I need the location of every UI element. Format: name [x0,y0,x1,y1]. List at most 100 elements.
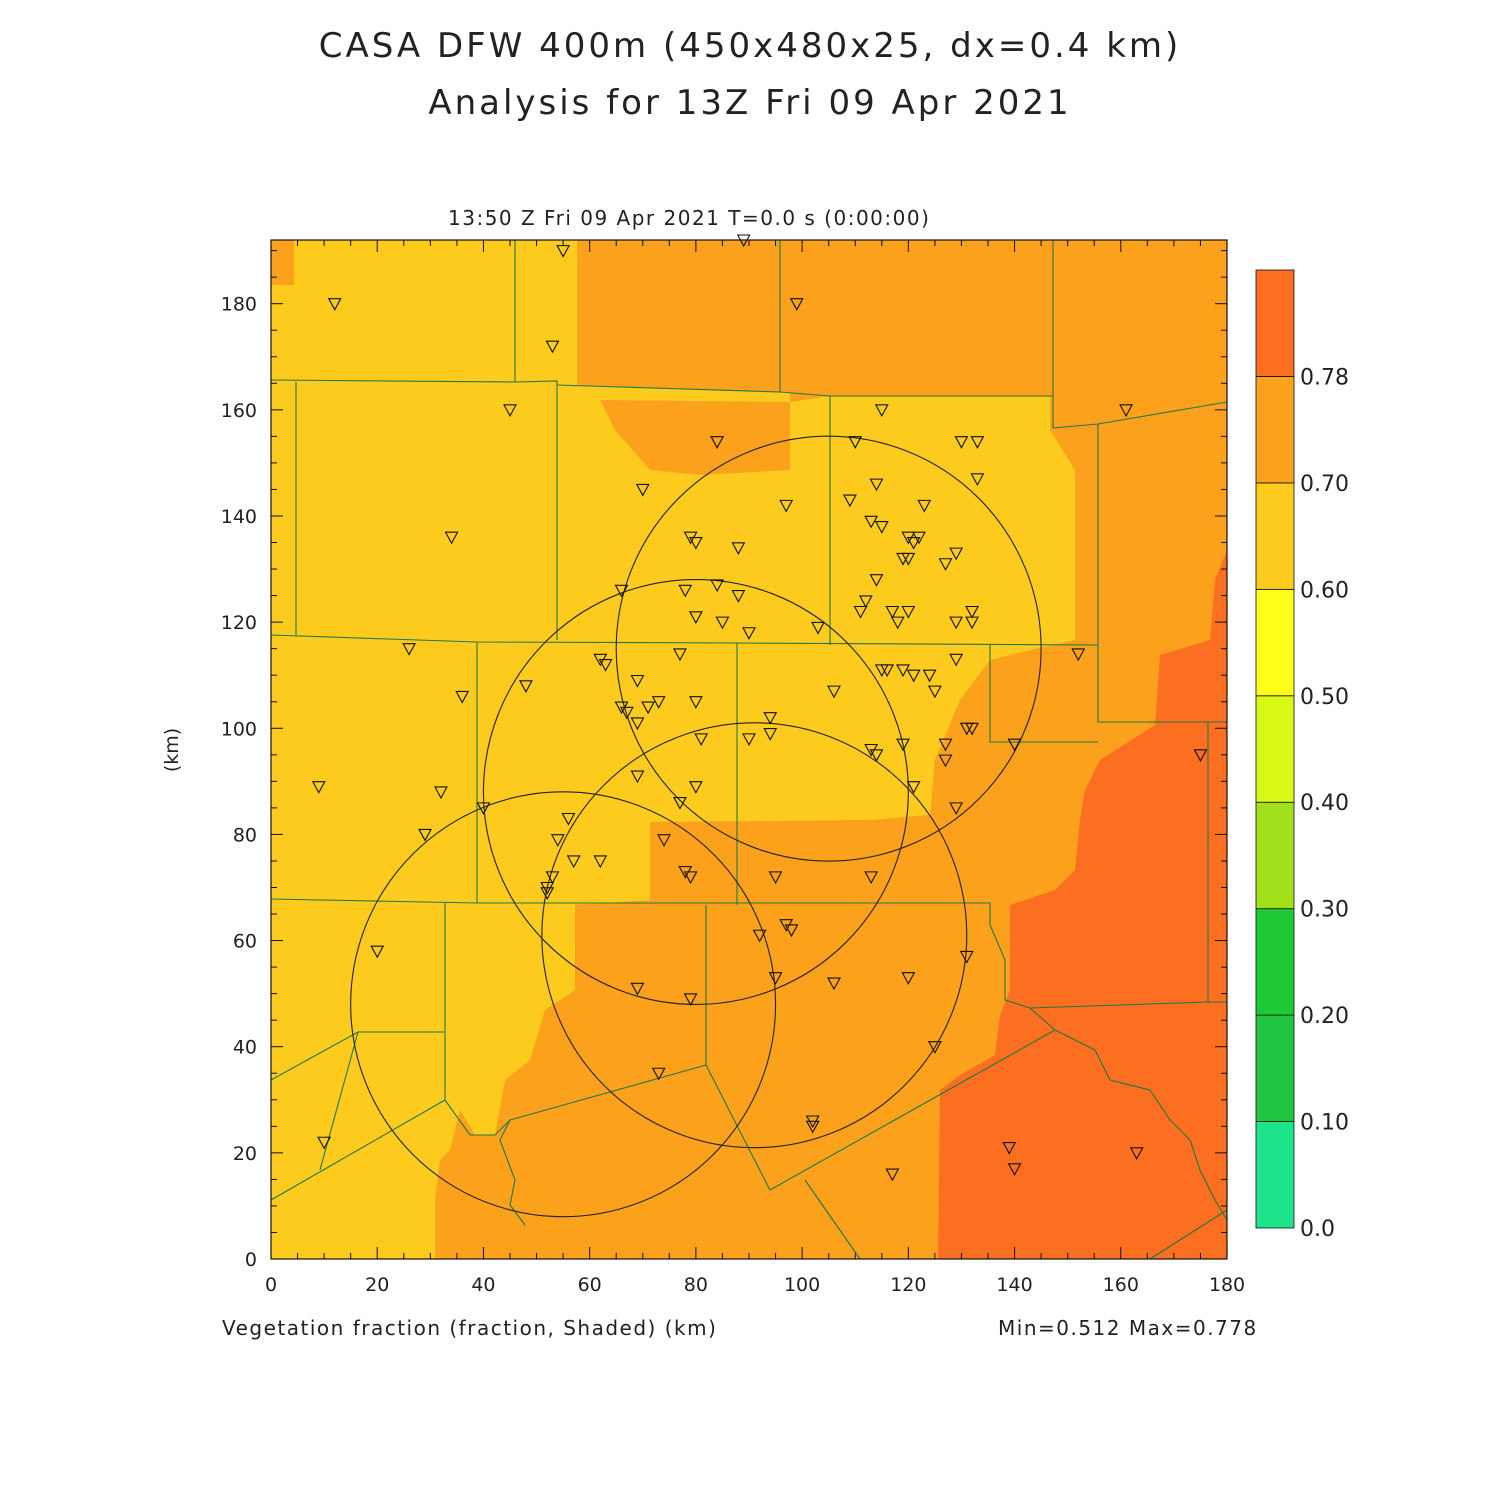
station-marker [1007,738,1022,752]
colorbar-swatch [1255,376,1295,484]
station-marker [673,797,687,810]
colorbar-swatch [1255,588,1295,697]
station-marker [641,701,656,715]
colorbar-label: 0.10 [1300,1111,1349,1136]
colorbar-swatch [1255,695,1295,803]
station-marker [970,473,985,486]
station-marker [864,871,879,885]
station-marker [880,664,895,678]
station-marker [811,621,825,635]
station-marker [710,436,725,449]
radar-ring [541,722,968,1149]
station-marker [566,855,581,869]
radar-ring [482,578,909,1005]
station-marker [927,685,942,699]
station-marker [593,855,608,869]
station-marker [683,871,698,885]
station-marker [906,669,921,683]
station-marker [949,616,964,630]
station-marker [444,531,459,545]
station-marker [885,1168,900,1182]
station-marker [959,722,974,736]
y-tick-label: 60 [233,931,257,953]
station-marker [688,781,703,794]
station-marker [503,404,517,417]
station-marker [901,972,916,985]
station-marker [651,696,666,709]
station-marker [688,536,703,550]
colorbar-label: 0.70 [1300,472,1349,497]
station-marker [731,542,746,555]
station-marker [938,558,953,571]
y-tick-label: 180 [221,294,257,316]
station-marker [827,977,841,991]
station-marker [370,945,385,959]
station-marker [827,685,841,699]
y-tick-label: 120 [221,612,257,634]
x-tick-label: 180 [1209,1274,1245,1296]
colorbar-swatch [1255,269,1295,377]
x-tick-label: 140 [996,1274,1032,1296]
colorbar-swatch [1255,482,1295,590]
y-tick-label: 0 [245,1249,257,1271]
station-marker [869,574,884,587]
colorbar: 0.0 0.10 0.20 0.30 0.40 0.50 0.60 0.70 0.78 [1255,269,1349,1242]
y-axis-unit-label: (km) [161,728,183,772]
vegetation-fraction-field [271,240,1227,1259]
x-tick-label: 0 [265,1274,277,1296]
station-marker [970,436,985,449]
station-marker [763,712,778,725]
station-marker [694,733,709,747]
radar-ring [350,791,777,1218]
station-marker [545,340,560,354]
y-tick-label: 100 [221,718,257,740]
county-boundaries [270,240,1228,1260]
station-marker [1002,1142,1017,1155]
station-marker [779,499,794,513]
station-marker [742,733,756,747]
radar-ring [615,435,1042,862]
station-marker [768,871,783,885]
colorbar-label: 0.40 [1300,791,1349,816]
colorbar-label: 0.50 [1300,685,1349,710]
station-marker [651,1067,666,1081]
station-marker [864,515,879,529]
colorbar-label: 0.60 [1300,578,1349,603]
station-marker [752,929,767,943]
station-marker [678,584,693,598]
station-marker [311,781,326,794]
station-marker [853,605,868,619]
observation-stations [311,234,1208,1182]
station-marker [896,738,910,752]
station-marker [561,812,576,826]
station-marker [789,298,804,311]
colorbar-swatch [1255,801,1295,910]
station-marker [630,770,645,784]
station-marker [688,696,703,709]
station-marker [1071,648,1086,662]
x-tick-label: 160 [1103,1274,1139,1296]
station-marker [327,298,342,311]
station-marker [763,728,778,741]
station-marker [869,478,884,492]
station-marker [768,972,783,985]
station-marker [954,436,969,449]
x-tick-label: 20 [365,1274,389,1296]
station-marker [657,834,671,847]
station-marker [688,611,703,624]
station-marker [885,605,900,619]
station-marker [965,605,979,619]
station-marker [710,579,725,593]
x-tick-label: 100 [784,1274,820,1296]
station-marker [1119,404,1134,417]
y-tick-label: 80 [233,824,257,846]
station-marker [906,536,921,550]
station-marker [519,680,533,693]
station-marker [455,690,470,704]
station-marker [869,749,884,762]
map-title: CASA DFW 400m (450x480x25, dx=0.4 km) [318,26,1182,66]
station-marker [938,738,953,752]
station-marker [1129,1147,1144,1160]
station-marker [938,754,953,768]
